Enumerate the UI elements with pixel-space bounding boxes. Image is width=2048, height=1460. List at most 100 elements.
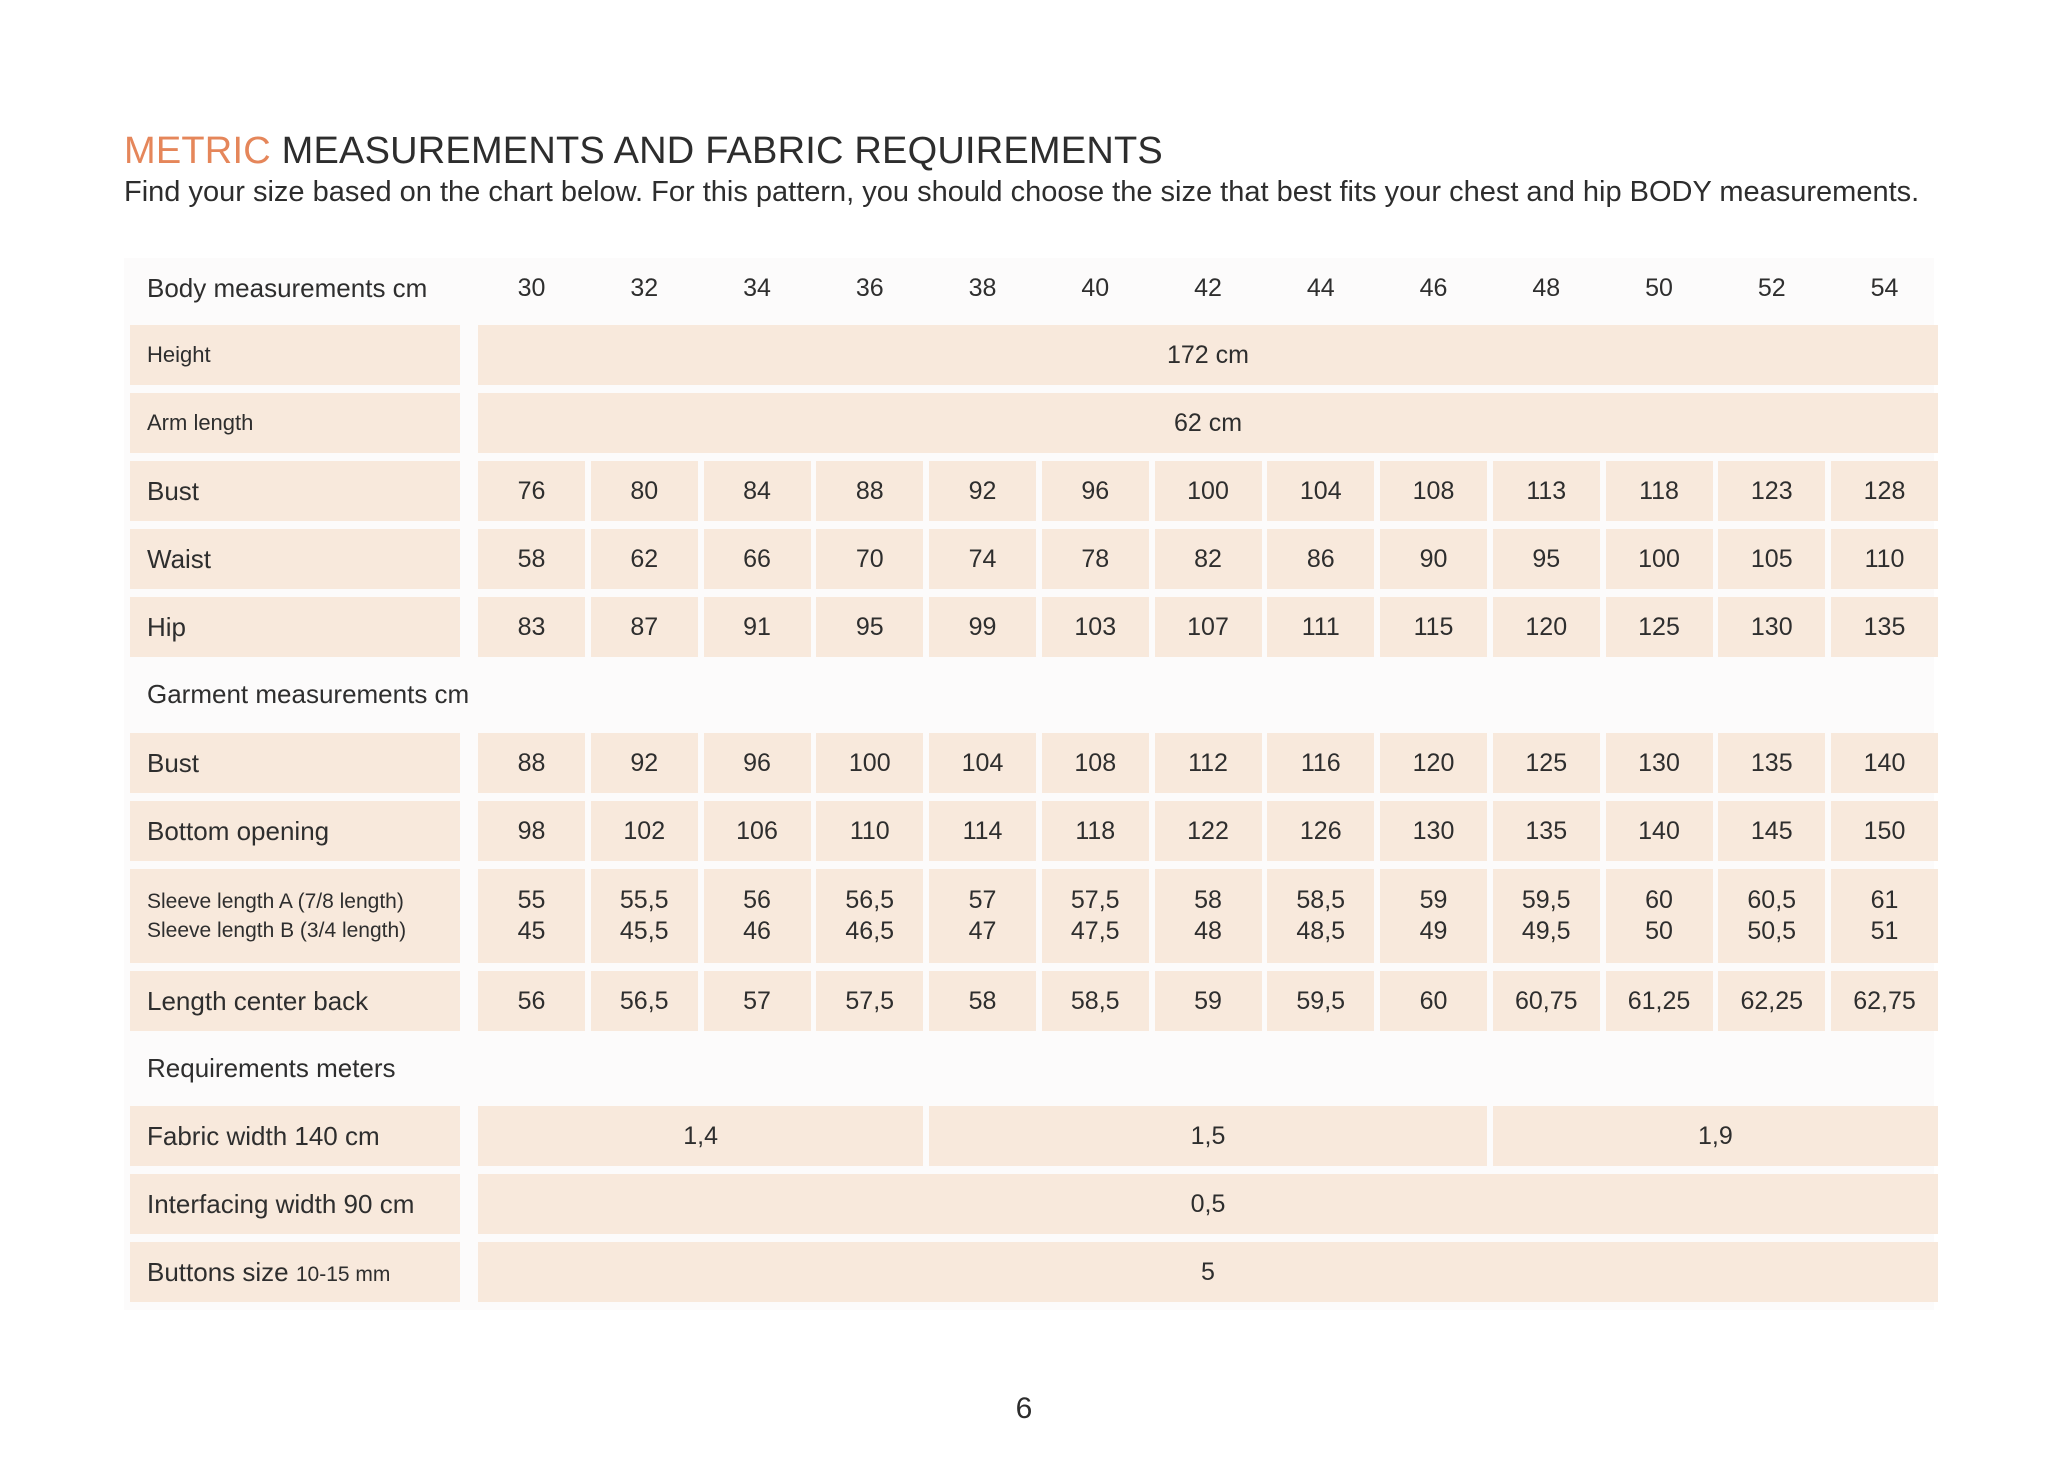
sleeve-cell: 55,5 45,5	[590, 869, 698, 963]
row-label-text: Bust	[147, 747, 200, 778]
value-cell: 145	[1718, 801, 1826, 861]
sleeve-a-label: Sleeve length A (7/8 length)	[147, 890, 404, 913]
sleeve-length-row: Sleeve length A (7/8 length) Sleeve lengt…	[124, 869, 1938, 963]
value-cell: 126	[1267, 801, 1375, 861]
row-label: Buttons size 10-15 mm	[130, 1242, 460, 1302]
sleeve-a-value: 55	[517, 886, 546, 914]
value-cell: 105	[1718, 529, 1826, 589]
page-title: METRIC MEASUREMENTS AND FABRIC REQUIREME…	[124, 128, 1944, 174]
sleeve-b-value: 49,5	[1521, 917, 1571, 945]
value-cell: 118	[1041, 801, 1149, 861]
interfacing-row: Interfacing width 90 cm 0,5	[124, 1174, 1938, 1234]
row-label: Arm length	[130, 393, 460, 453]
sleeve-cell: 55 45	[478, 869, 585, 963]
sleeve-cell: 61 51	[1831, 869, 1938, 963]
value-cell: 61,25	[1605, 971, 1713, 1031]
sleeve-a-value: 58	[1194, 886, 1222, 914]
value-cell: 57,5	[816, 971, 924, 1031]
sleeve-cell: 56 46	[703, 869, 811, 963]
value-cell: 122	[1154, 801, 1262, 861]
row-label-text: Height	[147, 342, 211, 367]
value-cell: 135	[1718, 733, 1826, 793]
value-cell: 62,75	[1831, 971, 1938, 1031]
title-rest: MEASUREMENTS AND FABRIC REQUIREMENTS	[270, 130, 1163, 172]
body-row-bust: Bust 76 80 84 88 92 96 100 104 108 113 118 123 128	[124, 461, 1938, 521]
value-cell: 100	[1605, 529, 1713, 589]
garment-section-row: Garment measurements cm	[124, 664, 1934, 724]
value-cell: 92	[590, 733, 698, 793]
value-cell: 125	[1492, 733, 1600, 793]
value-cell: 112	[1154, 733, 1262, 793]
sleeve-b-value: 45,5	[619, 917, 669, 945]
value-cell: 96	[703, 733, 811, 793]
buttons-row: Buttons size 10-15 mm 5	[124, 1242, 1938, 1302]
value-cell: 150	[1831, 801, 1938, 861]
row-label-text: Hip	[147, 611, 187, 642]
page-number: 6	[1015, 1392, 1033, 1425]
value-cell: 86	[1267, 529, 1375, 589]
value-cell: 90	[1380, 529, 1487, 589]
row-label: Height	[130, 325, 460, 385]
value-cell: 120	[1380, 733, 1487, 793]
size-header-cell: 52	[1757, 273, 1786, 302]
sleeve-b-value: 51	[1870, 917, 1899, 945]
row-label: Sleeve length A (7/8 length) Sleeve lengt…	[130, 869, 460, 963]
sleeve-a-value: 59	[1419, 886, 1448, 914]
value-cell: 140	[1831, 733, 1938, 793]
requirements-section-label: Requirements meters	[147, 1052, 396, 1083]
sizes-header-row: Body measurements cm 30 32 34 36 38 40 42 44 46 48…	[124, 258, 1934, 318]
sizes-header-label: Body measurements cm	[147, 272, 428, 303]
size-header-cell: 54	[1870, 273, 1899, 302]
value-cell: 128	[1831, 461, 1938, 521]
sleeve-a-value: 56,5	[845, 886, 895, 914]
sleeve-b-value: 46	[743, 917, 771, 945]
value-cell: 62	[590, 529, 698, 589]
sleeve-b-label: Sleeve length B (3/4 length)	[147, 919, 407, 942]
value-cell: 84	[703, 461, 811, 521]
value-cell: 76	[478, 461, 585, 521]
size-header-cell: 46	[1419, 273, 1448, 302]
value-cell: 58,5	[1041, 971, 1149, 1031]
value-cell: 98	[478, 801, 585, 861]
sleeve-b-value: 48	[1194, 917, 1222, 945]
size-header-cell: 32	[630, 273, 659, 302]
value-cell: 104	[929, 733, 1036, 793]
value-cell: 108	[1380, 461, 1487, 521]
value-cell: 59	[1154, 971, 1262, 1031]
value-cell: 104	[1267, 461, 1375, 521]
merged-cell: 1,9	[1492, 1106, 1938, 1166]
value-cell: 80	[590, 461, 698, 521]
value-cell: 108	[1041, 733, 1149, 793]
value-cell: 82	[1154, 529, 1262, 589]
value-cell: 130	[1380, 801, 1487, 861]
size-header-cell: 48	[1532, 273, 1561, 302]
value-cell: 111	[1267, 597, 1375, 657]
value-cell: 135	[1831, 597, 1938, 657]
buttons-label-main: Buttons size	[147, 1256, 296, 1287]
size-header-cell: 50	[1645, 273, 1673, 302]
sleeve-a-value: 60	[1645, 886, 1673, 914]
sleeve-b-value: 50,5	[1747, 917, 1797, 945]
value-cell: 118	[1605, 461, 1713, 521]
row-label: Bust	[130, 733, 460, 793]
row-label-text: Bottom opening	[147, 815, 330, 846]
row-label-text: Fabric width 140 cm	[147, 1120, 380, 1151]
sleeve-a-value: 57,5	[1070, 886, 1120, 914]
value-cell: 92	[929, 461, 1036, 521]
value-cell: 106	[703, 801, 811, 861]
sleeve-a-value: 59,5	[1521, 886, 1571, 914]
row-label: Interfacing width 90 cm	[130, 1174, 460, 1234]
value-cell: 130	[1605, 733, 1713, 793]
value-cell: 57	[703, 971, 811, 1031]
value-cell: 100	[816, 733, 924, 793]
sleeve-b-value: 47,5	[1070, 917, 1120, 945]
value-cell: 62,25	[1718, 971, 1826, 1031]
sleeve-cell: 57 47	[929, 869, 1036, 963]
value-cell: 91	[703, 597, 811, 657]
sleeve-b-value: 50	[1645, 917, 1673, 945]
fabric-width-row: Fabric width 140 cm 1,4 1,5 1,9	[124, 1106, 1938, 1166]
length-center-back-row: Length center back 56 56,5 57 57,5 58 58,5 59 59…	[124, 971, 1938, 1031]
value-cell: 87	[590, 597, 698, 657]
merged-cell: 1,5	[929, 1106, 1487, 1166]
body-row-waist: Waist 58 62 66 70 74 78 82 86 90 95 100 105 110	[124, 529, 1938, 589]
